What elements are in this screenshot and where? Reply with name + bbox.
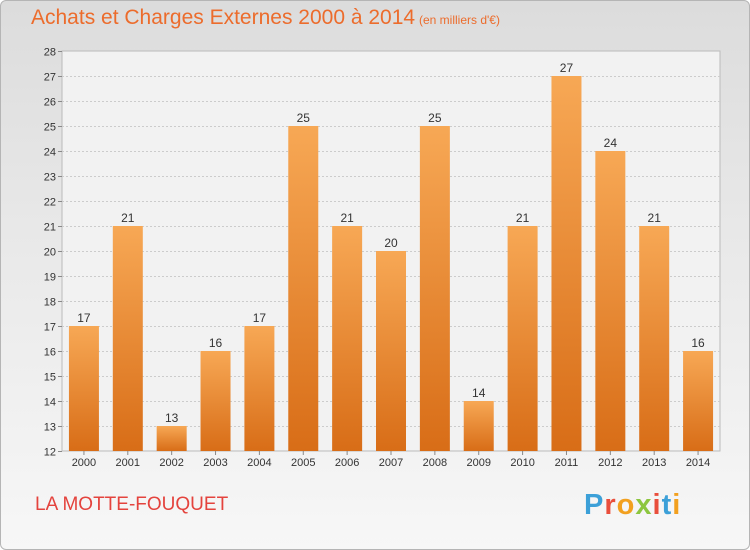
logo-letter: r: [604, 489, 617, 521]
x-tick-label: 2001: [116, 457, 140, 469]
y-tick-label: 12: [44, 447, 56, 459]
data-label: 16: [209, 336, 223, 350]
y-tick-label: 16: [44, 347, 56, 359]
data-label: 21: [121, 211, 135, 225]
data-label: 20: [384, 236, 398, 250]
logo-letter: t: [661, 489, 673, 521]
y-tick-label: 17: [44, 322, 56, 334]
data-label: 17: [253, 311, 267, 325]
data-label: 21: [340, 211, 354, 225]
y-tick-label: 20: [44, 247, 56, 259]
bar: [200, 351, 231, 451]
logo-letter: x: [635, 489, 653, 521]
bar: [68, 326, 99, 451]
x-tick-label: 2014: [686, 457, 710, 469]
bar: [419, 126, 450, 451]
x-tick-label: 2003: [203, 457, 227, 469]
bar: [332, 226, 363, 451]
data-label: 17: [77, 311, 91, 325]
bar: [288, 126, 319, 451]
y-tick-label: 22: [44, 197, 56, 209]
y-tick-label: 14: [44, 397, 56, 409]
data-label: 16: [691, 336, 705, 350]
bar: [156, 426, 187, 451]
x-tick-label: 2013: [642, 457, 666, 469]
data-label: 25: [297, 111, 311, 125]
data-label: 21: [516, 211, 530, 225]
data-label: 13: [165, 411, 179, 425]
chart-title: Achats et Charges Externes 2000 à 2014: [31, 6, 416, 29]
y-tick-label: 27: [44, 72, 56, 84]
x-tick-label: 2006: [335, 457, 359, 469]
data-label: 21: [648, 211, 662, 225]
bar: [639, 226, 670, 451]
location-label: LA MOTTE-FOUQUET: [35, 494, 229, 515]
logo-letter: o: [616, 489, 636, 521]
logo-letter: P: [584, 489, 605, 521]
bar: [595, 151, 626, 451]
data-label: 24: [604, 136, 618, 150]
x-tick-label: 2008: [423, 457, 447, 469]
bar: [112, 226, 143, 451]
chart-subtitle: (en milliers d'€): [419, 13, 500, 27]
bar: [551, 76, 582, 451]
x-tick-label: 2009: [466, 457, 490, 469]
proxiti-logo: Proxiti: [584, 489, 681, 522]
y-tick-label: 18: [44, 297, 56, 309]
x-tick-label: 2010: [510, 457, 534, 469]
y-tick-label: 19: [44, 272, 56, 284]
bar: [507, 226, 538, 451]
x-tick-label: 2007: [379, 457, 403, 469]
bar: [463, 401, 494, 451]
y-tick-label: 28: [44, 47, 56, 59]
y-tick-label: 15: [44, 372, 56, 384]
y-tick-label: 21: [44, 222, 56, 234]
x-tick-label: 2005: [291, 457, 315, 469]
data-label: 25: [428, 111, 442, 125]
y-tick-label: 13: [44, 422, 56, 434]
data-label: 27: [560, 61, 574, 75]
data-label: 14: [472, 386, 486, 400]
y-tick-label: 26: [44, 97, 56, 109]
y-tick-label: 24: [44, 147, 56, 159]
logo-letter: i: [652, 489, 662, 521]
logo-letter: i: [672, 489, 682, 521]
bar: [244, 326, 275, 451]
x-tick-label: 2000: [72, 457, 96, 469]
bar: [683, 351, 714, 451]
x-tick-label: 2012: [598, 457, 622, 469]
x-tick-label: 2004: [247, 457, 271, 469]
y-tick-label: 25: [44, 122, 56, 134]
x-tick-label: 2011: [555, 457, 579, 469]
bar: [376, 251, 406, 451]
y-tick-label: 23: [44, 172, 56, 184]
x-tick-label: 2002: [159, 457, 183, 469]
